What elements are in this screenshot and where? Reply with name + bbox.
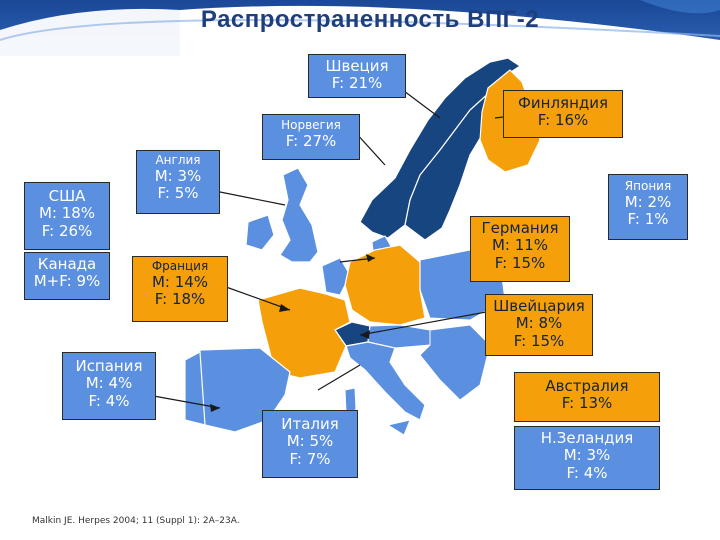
usa-label: США M: 18% F: 26% (24, 182, 110, 250)
usa-stat-f: F: 26% (41, 221, 93, 240)
spain-label: Испания M: 4% F: 4% (62, 352, 156, 420)
canada-name: Канада (37, 255, 97, 273)
norway-stat: F: 27% (285, 131, 337, 150)
italy-region (345, 341, 426, 421)
canada-label: Канада M+F: 9% (24, 252, 110, 300)
new-zealand-stat-f: F: 4% (566, 463, 608, 482)
switzerland-stat-f: F: 15% (513, 331, 565, 350)
japan-name: Япония (624, 179, 672, 193)
new-zealand-name: Н.Зеландия (540, 429, 634, 447)
italy-stat-m: M: 5% (286, 432, 334, 451)
portugal-region (184, 351, 206, 426)
france-name: Франция (151, 259, 209, 273)
finland-stat: F: 16% (537, 111, 589, 130)
canada-stat: M+F: 9% (33, 272, 101, 291)
ireland-region (245, 214, 275, 251)
new-zealand-stat-m: M: 3% (563, 446, 611, 465)
usa-stat-m: M: 18% (38, 204, 96, 223)
england-stat-m: M: 3% (154, 166, 202, 185)
sicily-region (386, 419, 411, 436)
australia-name: Австралия (545, 377, 629, 395)
england-label: Англия M: 3% F: 5% (136, 150, 220, 214)
germany-stat-f: F: 15% (494, 253, 546, 272)
switzerland-label: Швейцария M: 8% F: 15% (485, 294, 593, 356)
germany-label: Германия M: 11% F: 15% (470, 216, 570, 282)
balkans-region (419, 324, 491, 401)
header-band (0, 0, 720, 56)
australia-stat: F: 13% (561, 394, 613, 413)
usa-name: США (48, 187, 86, 205)
sweden-stat: F: 21% (331, 74, 383, 93)
citation: Malkin JE. Herpes 2004; 11 (Suppl 1): 2A… (32, 516, 240, 526)
germany-name: Германия (481, 219, 559, 237)
italy-name: Италия (281, 415, 339, 433)
italy-label: Италия M: 5% F: 7% (262, 410, 358, 478)
finland-label: Финляндия F: 16% (503, 90, 623, 138)
sweden-name: Швеция (325, 57, 389, 75)
sardinia-region (344, 387, 357, 413)
italy-stat-f: F: 7% (289, 449, 331, 468)
new-zealand-label: Н.Зеландия M: 3% F: 4% (514, 426, 660, 490)
sweden-label: Швеция F: 21% (308, 54, 406, 98)
france-label: Франция M: 14% F: 18% (132, 256, 228, 322)
japan-stat-m: M: 2% (624, 192, 672, 211)
norway-label: Норвегия F: 27% (262, 114, 360, 160)
uk-region (279, 167, 319, 263)
norway-name: Норвегия (281, 118, 341, 132)
germany-region (344, 244, 426, 326)
england-stat-f: F: 5% (157, 184, 199, 203)
spain-stat-m: M: 4% (85, 374, 133, 393)
switzerland-stat-m: M: 8% (515, 314, 563, 333)
spain-stat-f: F: 4% (88, 391, 130, 410)
page-title: Распространенность ВПГ-2 (200, 6, 540, 33)
japan-stat-f: F: 1% (627, 210, 669, 229)
switzerland-name: Швейцария (493, 297, 585, 315)
japan-label: Япония M: 2% F: 1% (608, 174, 688, 240)
australia-label: Австралия F: 13% (514, 372, 660, 422)
france-stat-m: M: 14% (151, 272, 209, 291)
england-name: Англия (155, 153, 201, 167)
france-stat-f: F: 18% (154, 290, 206, 309)
finland-name: Финляндия (517, 94, 609, 112)
spain-name: Испания (75, 357, 143, 375)
germany-stat-m: M: 11% (491, 236, 549, 255)
